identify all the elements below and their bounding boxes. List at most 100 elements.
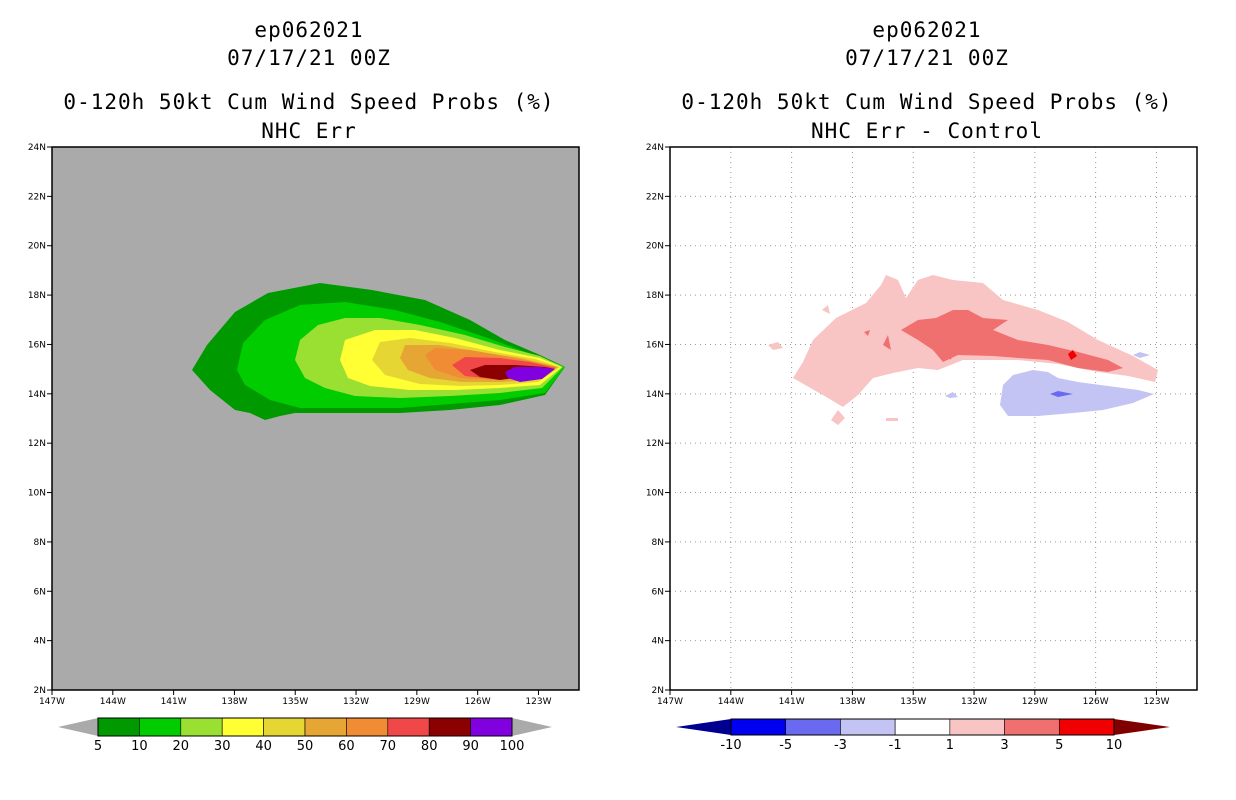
colorbar-swatch bbox=[221, 717, 264, 737]
datetime-title: 07/17/21 00Z bbox=[227, 46, 391, 70]
contour-pos-3-c bbox=[944, 345, 954, 360]
lat-label: 20N bbox=[28, 242, 46, 252]
colorbar-swatch bbox=[894, 718, 951, 736]
lat-label: 22N bbox=[28, 192, 46, 202]
lon-label: 147W bbox=[39, 697, 65, 707]
lat-label: 8N bbox=[34, 538, 46, 548]
lon-label: 138W bbox=[839, 697, 865, 707]
colorbar-swatch bbox=[428, 717, 471, 737]
colorbar-label: 30 bbox=[214, 739, 231, 754]
lon-label: 144W bbox=[718, 697, 744, 707]
contour-pos-3-d bbox=[864, 330, 870, 336]
colorbar-label: 40 bbox=[255, 739, 272, 754]
colorbar-swatch bbox=[470, 717, 513, 737]
lon-label: 147W bbox=[657, 697, 683, 707]
contour-neg-1-b bbox=[1133, 352, 1150, 358]
contour-neg-3 bbox=[1050, 391, 1073, 397]
product-title: 0-120h 50kt Cum Wind Speed Probs (%) bbox=[63, 90, 555, 114]
lon-axis: 147W 144W 141W 138W 135W 132W 129W 126W 123W bbox=[39, 690, 552, 707]
colorbar-swatch bbox=[785, 718, 841, 736]
colorbar-label: 100 bbox=[500, 739, 525, 754]
prob-colorbar: 5 10 20 30 40 50 60 70 80 90 100 bbox=[58, 717, 552, 754]
lat-label: 2N bbox=[34, 686, 46, 696]
lat-label: 12N bbox=[28, 439, 46, 449]
storm-id-title: ep062021 bbox=[872, 18, 982, 42]
colorbar-label: 90 bbox=[462, 739, 479, 754]
contour-neg-1 bbox=[1000, 370, 1154, 416]
colorbar-swatch bbox=[97, 717, 140, 737]
lon-label: 129W bbox=[404, 697, 430, 707]
lat-label: 14N bbox=[28, 390, 46, 400]
contour-pos-3-b bbox=[883, 335, 891, 350]
colorbar-label: -10 bbox=[720, 738, 741, 753]
lat-axis: 24N 22N 20N 18N 16N 14N 12N 10N 8N 6N 4N 2N bbox=[646, 143, 670, 696]
lon-label: 135W bbox=[900, 697, 926, 707]
lat-label: 10N bbox=[646, 489, 664, 499]
colorbar-swatch bbox=[949, 718, 1005, 736]
lat-label: 18N bbox=[28, 291, 46, 301]
panel-subtitle: NHC Err - Control bbox=[811, 119, 1043, 143]
colorbar-swatch bbox=[139, 717, 182, 737]
lat-label: 12N bbox=[646, 439, 664, 449]
lon-label: 141W bbox=[161, 697, 187, 707]
diff-map: 24N 22N 20N 18N 16N 14N 12N 10N 8N 6N 4N 2N 147W 144… bbox=[646, 143, 1198, 753]
lon-label: 123W bbox=[525, 697, 551, 707]
lat-label: 18N bbox=[646, 291, 664, 301]
colorbar-label: 5 bbox=[1055, 738, 1063, 753]
contour-90 bbox=[505, 367, 555, 382]
lon-label: 141W bbox=[779, 697, 805, 707]
lat-label: 6N bbox=[34, 587, 46, 597]
diff-contours bbox=[768, 275, 1158, 425]
contour-pos-5 bbox=[1068, 350, 1077, 360]
lat-label: 8N bbox=[652, 538, 664, 548]
map-background bbox=[52, 147, 579, 690]
lat-label: 14N bbox=[646, 390, 664, 400]
colorbar-arrow-high bbox=[512, 718, 552, 736]
colorbar-label: -1 bbox=[889, 738, 902, 753]
diff-colorbar: -10 -5 -3 -1 1 3 5 10 bbox=[676, 718, 1170, 753]
colorbar-label: -5 bbox=[779, 738, 792, 753]
panel-difference: ep062021 07/17/21 00Z 0-120h 50kt Cum Wi… bbox=[618, 0, 1236, 800]
storm-id-title: ep062021 bbox=[254, 18, 364, 42]
colorbar-label: 80 bbox=[421, 739, 438, 754]
lon-axis: 147W 144W 141W 138W 135W 132W 129W 126W 123W bbox=[657, 690, 1170, 707]
colorbar-label: 1 bbox=[946, 738, 954, 753]
contour-pos-1-d bbox=[822, 305, 830, 314]
colorbar-swatch bbox=[180, 717, 223, 737]
contour-pos-1-c bbox=[768, 342, 783, 350]
contour-pos-3 bbox=[901, 310, 1123, 372]
colorbar-arrow-low bbox=[676, 719, 731, 735]
grid-lines bbox=[670, 147, 1197, 690]
colorbar-label: 5 bbox=[94, 739, 102, 754]
colorbar-arrow-high bbox=[1114, 719, 1170, 735]
colorbar-swatch bbox=[304, 717, 347, 737]
lat-label: 16N bbox=[28, 340, 46, 350]
lat-label: 16N bbox=[646, 340, 664, 350]
lat-label: 20N bbox=[646, 242, 664, 252]
colorbar-swatch bbox=[387, 717, 430, 737]
lon-label: 132W bbox=[961, 697, 987, 707]
lat-label: 4N bbox=[34, 637, 46, 647]
colorbar-swatch bbox=[730, 718, 787, 736]
lon-label: 144W bbox=[100, 697, 126, 707]
colorbar-frame bbox=[730, 718, 1115, 736]
lat-label: 2N bbox=[652, 686, 664, 696]
lat-label: 10N bbox=[28, 489, 46, 499]
panel-subtitle: NHC Err bbox=[261, 119, 357, 143]
colorbar-label: 3 bbox=[1000, 738, 1008, 753]
colorbar-label: 70 bbox=[380, 739, 397, 754]
lon-label: 129W bbox=[1022, 697, 1048, 707]
lon-label: 132W bbox=[343, 697, 369, 707]
lat-label: 6N bbox=[652, 587, 664, 597]
map-frame bbox=[51, 146, 580, 691]
lon-label: 126W bbox=[465, 697, 491, 707]
product-title: 0-120h 50kt Cum Wind Speed Probs (%) bbox=[681, 90, 1173, 114]
colorbar-label: 60 bbox=[338, 739, 355, 754]
colorbar-swatch bbox=[346, 717, 389, 737]
lat-label: 24N bbox=[28, 143, 46, 153]
lat-label: 22N bbox=[646, 192, 664, 202]
colorbar-swatch bbox=[1058, 718, 1115, 736]
lon-label: 123W bbox=[1143, 697, 1169, 707]
lon-label: 138W bbox=[221, 697, 247, 707]
colorbar-label: -3 bbox=[834, 738, 847, 753]
